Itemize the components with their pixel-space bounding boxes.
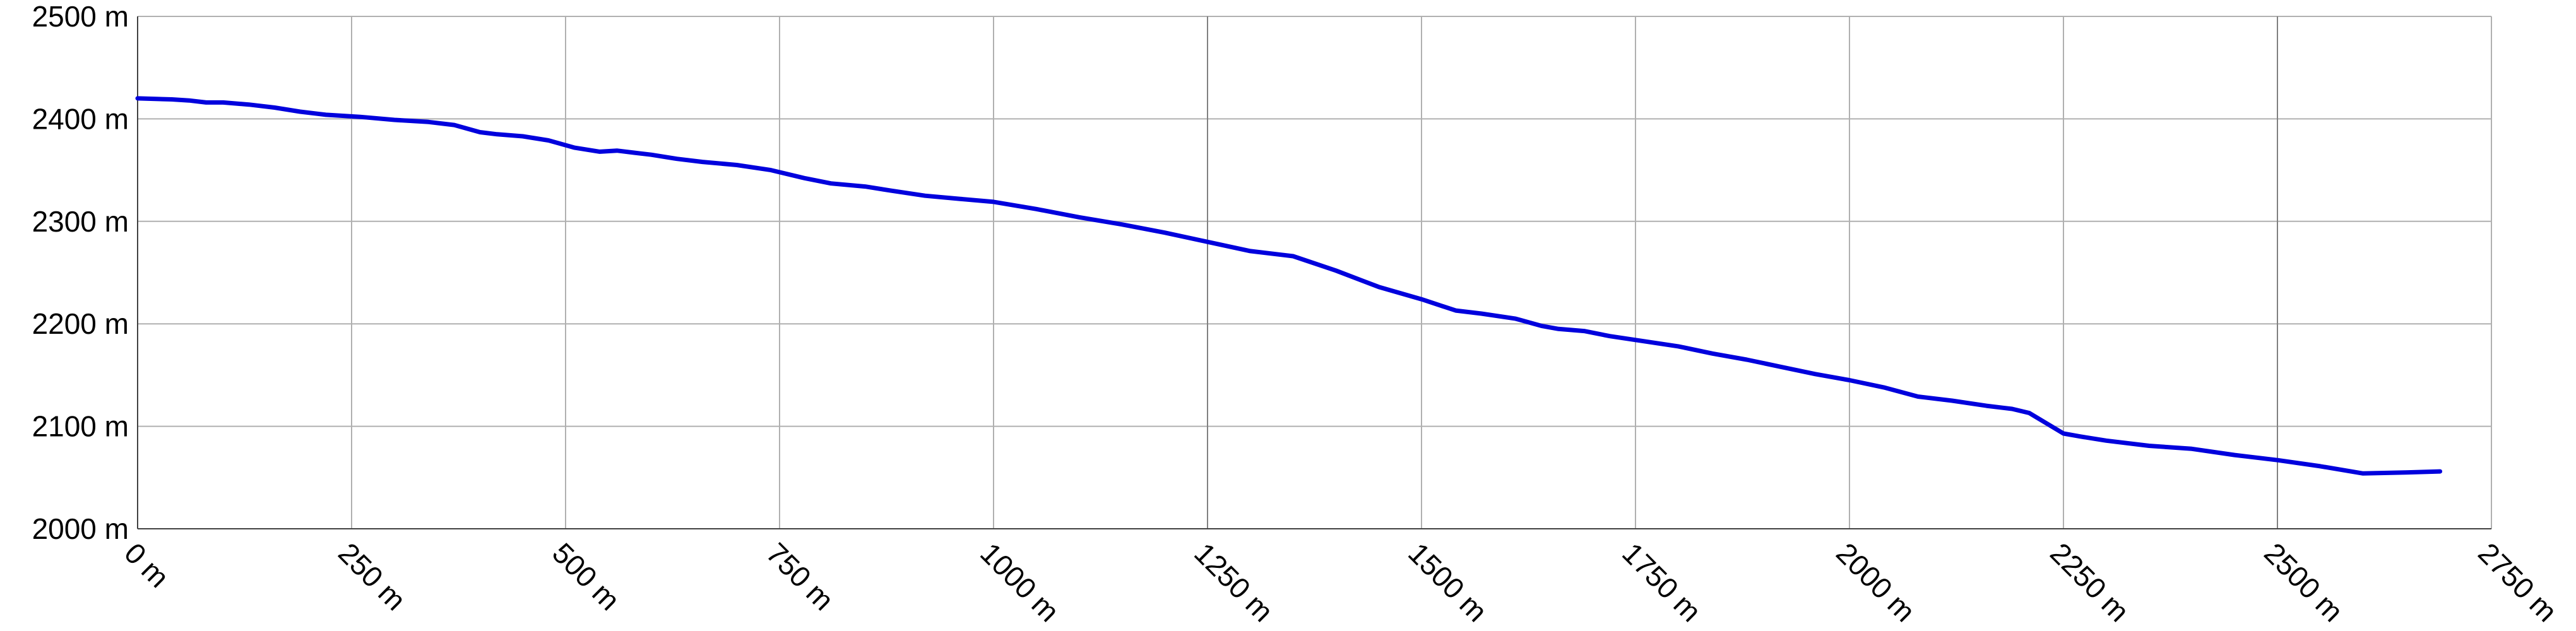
x-tick-label: 500 m — [546, 536, 626, 616]
series-layer — [135, 96, 2443, 476]
y-tick-labels: 2000 m 2100 m 2200 m 2300 m 2400 m 2500 m — [32, 0, 129, 545]
axes — [137, 16, 2491, 529]
x-tick-label: 1750 m — [1616, 536, 1707, 628]
x-tick-label: 2750 m — [2472, 536, 2563, 628]
elevation-line — [135, 96, 2443, 476]
y-tick-label: 2000 m — [32, 512, 129, 545]
x-tick-label: 750 m — [760, 536, 840, 616]
grid-lines — [137, 16, 2492, 529]
x-tick-label: 250 m — [332, 536, 412, 616]
x-tick-labels: 0 m 250 m 500 m 750 m 1000 m 1250 m 1500 m 1750… — [118, 536, 2563, 628]
y-tick-label: 2500 m — [32, 0, 129, 33]
x-tick-label: 2000 m — [1830, 536, 1921, 628]
x-tick-label: 2500 m — [2258, 536, 2349, 628]
x-tick-label: 1000 m — [974, 536, 1065, 628]
x-tick-label: 2250 m — [2044, 536, 2135, 628]
x-tick-label: 1250 m — [1188, 536, 1279, 628]
y-tick-label: 2200 m — [32, 307, 129, 340]
y-tick-label: 2300 m — [32, 205, 129, 238]
y-tick-label: 2400 m — [32, 102, 129, 135]
x-tick-label: 1500 m — [1402, 536, 1493, 628]
y-tick-label: 2100 m — [32, 410, 129, 443]
